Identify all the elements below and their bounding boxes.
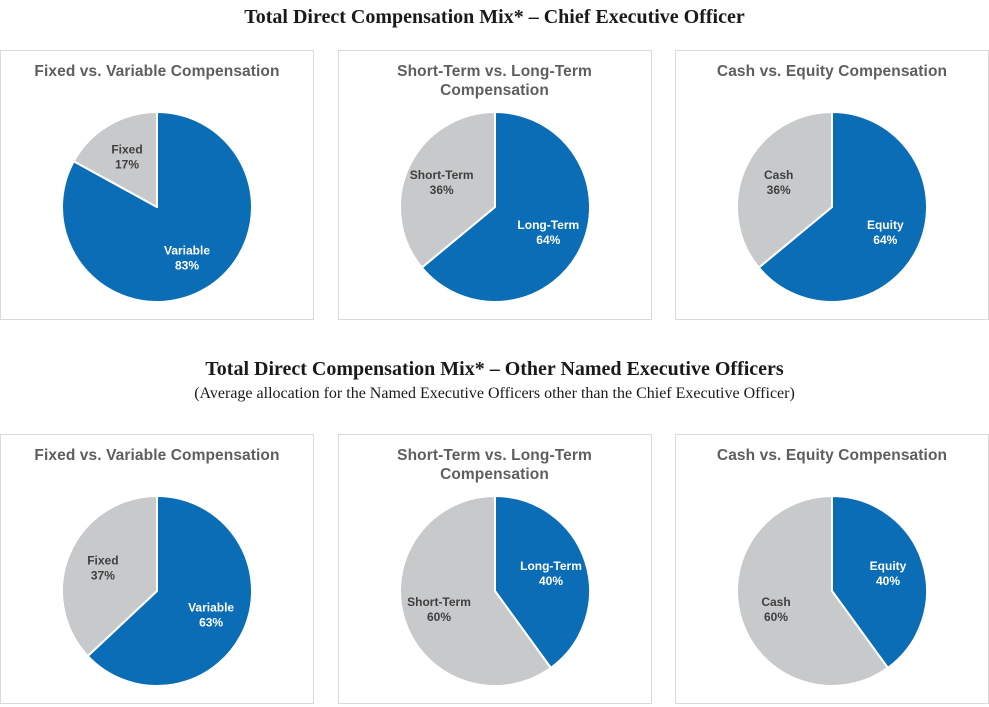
slice-label: Short-Term 36% [409,168,473,197]
pie-slice-long-term [493,495,591,669]
slice-label: Short-Term 60% [407,595,471,624]
pie-slice-fixed [72,111,158,208]
chart-title: Cash vs. Equity Compensation [716,63,948,80]
slice-label-name: Variable [164,244,210,258]
chart-panel: Fixed vs. Variable Compensation Variable 6… [0,434,314,704]
pie-slice-short-term [398,111,496,269]
slice-label-pct: 63% [199,615,223,629]
pie-chart: Variable 63% Fixed 37% [61,495,253,687]
slice-label: Cash 60% [761,595,790,624]
pie-slice-cash [736,111,833,269]
pie-slice-long-term [420,111,591,303]
pie-slice-equity [831,495,928,669]
slice-label-pct: 83% [175,259,199,273]
pie-slice-fixed [61,495,158,658]
chart-title: Short-Term vs. Long-Term Compensation [397,447,592,483]
pie-slice-short-term [398,495,552,687]
slice-label-pct: 64% [536,233,560,247]
slice-label-pct: 37% [91,569,115,583]
pie-chart: Equity 40% Cash 60% [736,495,928,687]
slice-label-pct: 40% [876,574,900,588]
chart-panel: Short-Term vs. Long-Term Compensation Lon… [337,50,652,320]
pie-chart: Long-Term 40% Short-Term 60% [398,495,591,687]
slice-label-pct: 60% [426,610,450,624]
chart-panel: Short-Term vs. Long-Term Compensation Lon… [337,434,652,704]
slice-label-pct: 17% [115,157,139,171]
slice-label-name: Long-Term [517,218,579,232]
slice-label-name: Cash [761,595,790,609]
slice-label-name: Equity [867,218,904,232]
pie-chart: Equity 64% Cash 36% [736,111,928,303]
slice-label: Variable 63% [188,600,234,629]
slice-label-name: Equity [870,559,907,573]
chart-title: Cash vs. Equity Compensation [716,447,948,464]
chart-title: Fixed vs. Variable Compensation [34,447,280,464]
slice-label: Variable 83% [164,244,210,273]
pie-slice-cash [736,495,889,687]
chart-row-ceo: Fixed vs. Variable Compensation Variable 8… [0,50,989,320]
slice-label-pct: 36% [767,183,791,197]
slice-label: Cash 36% [764,168,793,197]
slice-label-name: Fixed [87,554,118,568]
slice-label-name: Cash [764,168,793,182]
slice-label: Fixed 37% [87,554,118,583]
chart-panel: Cash vs. Equity Compensation Equity 40% Cas… [675,434,989,704]
chart-title: Short-Term vs. Long-Term Compensation [397,63,592,99]
section-neo: Total Direct Compensation Mix* – Other N… [0,356,989,704]
slice-label: Equity 40% [870,559,907,588]
slice-label: Equity 64% [867,218,904,247]
section-neo-subtitle: (Average allocation for the Named Execut… [194,385,795,402]
pie-slice-variable [86,495,253,687]
slice-label-name: Variable [188,600,234,614]
slice-label: Long-Term 64% [517,218,579,247]
slice-label-name: Fixed [111,142,142,156]
pie-chart: Long-Term 64% Short-Term 36% [398,111,591,303]
chart-title: Fixed vs. Variable Compensation [34,63,280,80]
slice-label-pct: 40% [538,574,562,588]
slice-label-name: Short-Term [409,168,473,182]
slice-label-pct: 36% [429,183,453,197]
section-neo-title: Total Direct Compensation Mix* – Other N… [205,358,784,380]
chart-panel: Fixed vs. Variable Compensation Variable 8… [0,50,314,320]
slice-label: Fixed 17% [111,142,142,171]
slice-label-name: Short-Term [407,595,471,609]
slice-label: Long-Term 40% [520,559,582,588]
section-ceo-title: Total Direct Compensation Mix* – Chief E… [244,6,745,28]
chart-row-neo: Fixed vs. Variable Compensation Variable 6… [0,434,989,704]
slice-label-name: Long-Term [520,559,582,573]
slice-label-pct: 64% [873,233,897,247]
chart-panel: Cash vs. Equity Compensation Equity 64% Cas… [675,50,989,320]
section-ceo: Total Direct Compensation Mix* – Chief E… [0,4,989,320]
pie-chart: Variable 83% Fixed 17% [61,111,253,303]
slice-label-pct: 60% [764,610,788,624]
pie-slice-equity [757,111,928,303]
